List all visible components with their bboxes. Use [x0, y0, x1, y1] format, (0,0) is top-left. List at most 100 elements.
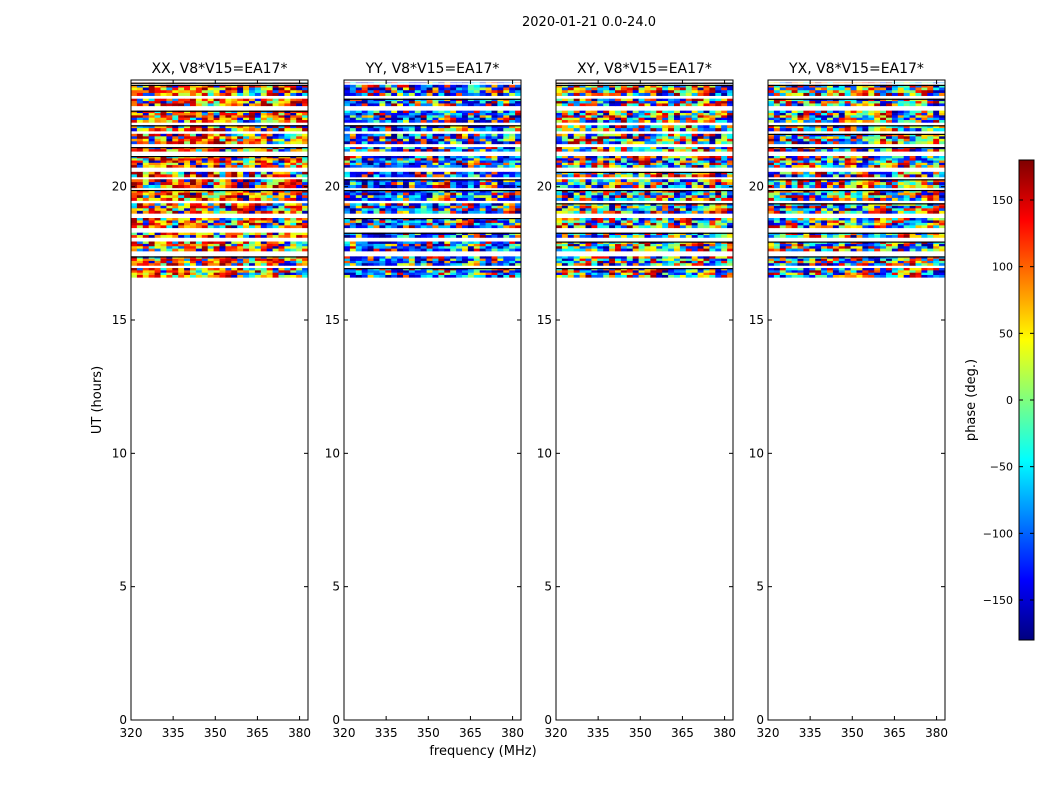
- heatmap-cell: [503, 158, 510, 161]
- heatmap-cell: [620, 162, 628, 166]
- heatmap-cell: [656, 156, 663, 159]
- heatmap-cell: [213, 174, 220, 178]
- heatmap-cell: [638, 171, 645, 175]
- heatmap-cell: [373, 270, 380, 273]
- heatmap-cell: [385, 138, 392, 142]
- heatmap-cell: [585, 256, 592, 259]
- heatmap-cell: [497, 165, 504, 168]
- heatmap-cell: [414, 138, 422, 142]
- heatmap-cell: [491, 189, 498, 193]
- heatmap-cell: [266, 84, 273, 88]
- heatmap-cell: [160, 248, 167, 252]
- heatmap-cell: [184, 235, 191, 238]
- heatmap-cell: [272, 156, 279, 159]
- heatmap-cell: [509, 120, 516, 123]
- heatmap-cell: [231, 218, 238, 221]
- heatmap-cell: [432, 156, 439, 159]
- heatmap-cell: [349, 171, 357, 175]
- heatmap-cell: [579, 256, 586, 259]
- heatmap-cell: [260, 222, 268, 226]
- heatmap-cell: [184, 210, 191, 214]
- heatmap-cell: [709, 156, 716, 159]
- heatmap-cell: [609, 246, 616, 249]
- heatmap-cell: [284, 256, 291, 259]
- heatmap-cell: [473, 179, 481, 183]
- heatmap-cell: [691, 182, 698, 186]
- heatmap-cell: [620, 232, 628, 236]
- heatmap-cell: [709, 189, 716, 193]
- heatmap-cell: [361, 133, 368, 137]
- heatmap-cell: [254, 210, 262, 214]
- heatmap-cell: [260, 149, 268, 152]
- heatmap-cell: [172, 184, 179, 189]
- heatmap-cell: [515, 174, 521, 178]
- heatmap-cell: [397, 184, 404, 189]
- heatmap-cell: [432, 179, 439, 183]
- heatmap-cell: [397, 162, 404, 166]
- heatmap-cell: [243, 110, 250, 114]
- heatmap-cell: [207, 272, 214, 276]
- heatmap-cell: [597, 160, 604, 164]
- heatmap-cell: [207, 248, 214, 252]
- heatmap-cell: [668, 179, 675, 183]
- heatmap-cell: [715, 243, 722, 247]
- heatmap-cell: [509, 128, 516, 132]
- heatmap-cell: [674, 205, 681, 209]
- heatmap-cell: [515, 248, 521, 252]
- heatmap-cell: [644, 256, 651, 259]
- heatmap-cell: [450, 179, 457, 183]
- heatmap-cell: [674, 110, 681, 114]
- heatmap-cell: [266, 149, 273, 152]
- heatmap-cell: [184, 103, 191, 107]
- heatmap-cell: [650, 243, 657, 247]
- heatmap-cell: [178, 241, 185, 245]
- heatmap-cell: [302, 248, 308, 252]
- y-tick-label: 15: [112, 313, 127, 327]
- heatmap-cell: [456, 225, 463, 229]
- heatmap-cell: [567, 218, 575, 221]
- heatmap-cell: [721, 162, 728, 166]
- heatmap-cell: [148, 128, 155, 132]
- heatmap-cell: [379, 246, 386, 249]
- heatmap-cell: [284, 90, 291, 94]
- heatmap-cell: [254, 256, 262, 259]
- heatmap-cell: [195, 243, 203, 247]
- heatmap-cell: [225, 270, 232, 273]
- heatmap-cell: [609, 235, 616, 238]
- heatmap-cell: [184, 220, 191, 224]
- heatmap-cell: [615, 147, 622, 150]
- heatmap-cell: [414, 115, 422, 118]
- heatmap-cell: [403, 243, 410, 247]
- heatmap-cell: [503, 232, 510, 236]
- heatmap-cell: [668, 182, 675, 186]
- heatmap-cell: [644, 147, 651, 150]
- heatmap-cell: [349, 275, 357, 278]
- heatmap-cell: [462, 205, 469, 209]
- heatmap-cell: [373, 120, 380, 123]
- heatmap-cell: [355, 248, 363, 252]
- heatmap-cell: [432, 115, 439, 118]
- heatmap-cell: [432, 218, 439, 221]
- heatmap-cell: [190, 101, 197, 104]
- heatmap-cell: [408, 208, 416, 212]
- heatmap-cell: [585, 192, 592, 196]
- heatmap-cell: [509, 270, 516, 273]
- heatmap-cell: [703, 232, 710, 236]
- heatmap-cell: [148, 220, 155, 224]
- heatmap-cell: [432, 272, 439, 276]
- heatmap-cell: [709, 220, 716, 224]
- heatmap-cell: [397, 98, 404, 102]
- heatmap-cell: [727, 258, 733, 262]
- heatmap-cell: [567, 158, 575, 161]
- heatmap-cell: [727, 125, 733, 129]
- heatmap-cell: [243, 165, 250, 168]
- heatmap-cell: [597, 125, 604, 129]
- heatmap-cell: [278, 195, 285, 199]
- heatmap-cell: [278, 248, 285, 252]
- heatmap-cell: [284, 203, 291, 207]
- heatmap-cell: [450, 222, 457, 226]
- heatmap-cell: [190, 203, 197, 207]
- heatmap-cell: [426, 174, 433, 178]
- heatmap-cell: [479, 87, 486, 91]
- heatmap-cell: [272, 171, 279, 175]
